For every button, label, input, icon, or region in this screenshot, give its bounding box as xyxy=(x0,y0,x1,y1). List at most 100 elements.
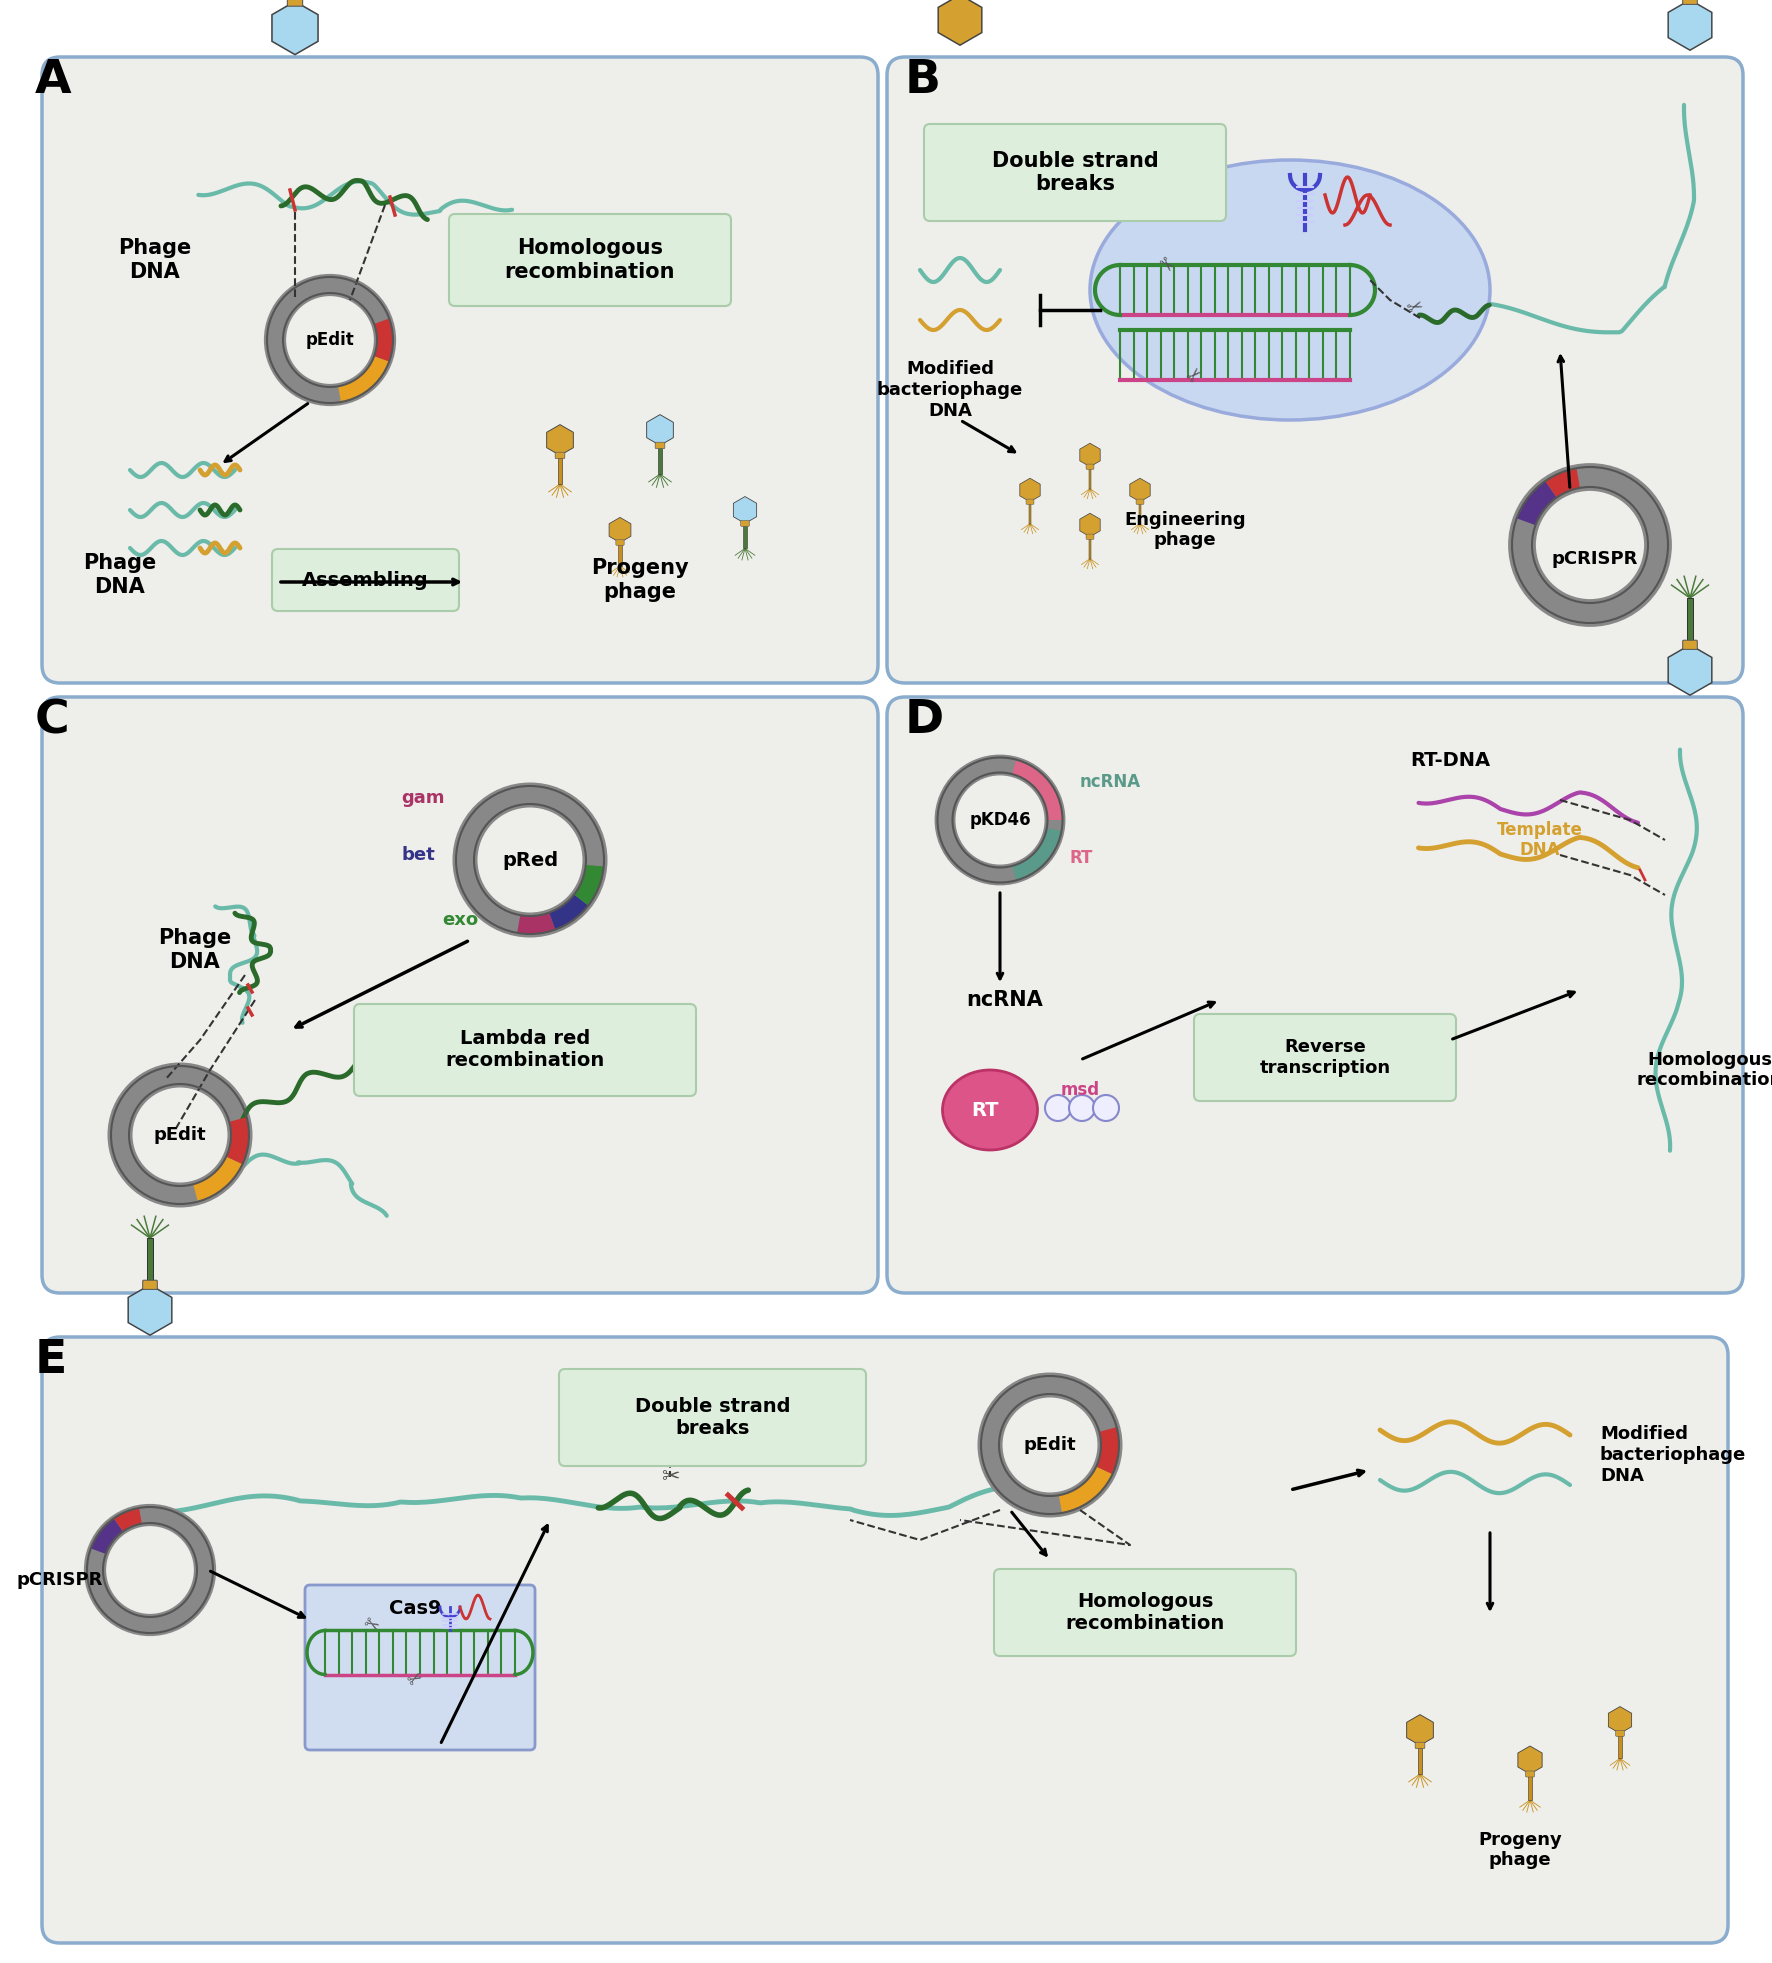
Text: Homologous
recombination: Homologous recombination xyxy=(1637,1050,1772,1089)
Text: ✂: ✂ xyxy=(360,1614,381,1637)
Text: pRed: pRed xyxy=(501,850,558,870)
FancyBboxPatch shape xyxy=(994,1568,1295,1657)
Text: ✂: ✂ xyxy=(1182,363,1207,387)
Text: pCRISPR: pCRISPR xyxy=(16,1570,103,1588)
Text: Phage
DNA: Phage DNA xyxy=(83,554,156,597)
Text: ncRNA: ncRNA xyxy=(1079,773,1141,791)
Polygon shape xyxy=(1687,599,1694,642)
FancyBboxPatch shape xyxy=(144,1280,158,1290)
Text: Double strand
breaks: Double strand breaks xyxy=(992,151,1159,194)
Polygon shape xyxy=(1609,1706,1632,1733)
Polygon shape xyxy=(734,497,757,524)
Text: Double strand
breaks: Double strand breaks xyxy=(634,1398,790,1439)
Text: pEdit: pEdit xyxy=(305,332,354,349)
FancyBboxPatch shape xyxy=(43,697,877,1294)
Text: ncRNA: ncRNA xyxy=(966,989,1044,1011)
Text: RT: RT xyxy=(1070,850,1093,868)
FancyBboxPatch shape xyxy=(287,0,303,6)
Text: RT: RT xyxy=(971,1101,999,1119)
Polygon shape xyxy=(1519,1745,1542,1775)
Text: Modified
bacteriophage
DNA: Modified bacteriophage DNA xyxy=(877,359,1022,420)
Polygon shape xyxy=(1667,644,1712,695)
Polygon shape xyxy=(618,544,622,565)
Text: gam: gam xyxy=(402,789,445,807)
Wedge shape xyxy=(1517,481,1558,526)
FancyBboxPatch shape xyxy=(271,550,459,610)
Wedge shape xyxy=(1012,760,1063,821)
Ellipse shape xyxy=(943,1070,1037,1150)
Wedge shape xyxy=(549,895,588,930)
Polygon shape xyxy=(558,457,562,485)
Polygon shape xyxy=(1079,512,1100,536)
Text: Reverse
transcription: Reverse transcription xyxy=(1260,1038,1391,1078)
FancyBboxPatch shape xyxy=(888,697,1744,1294)
Polygon shape xyxy=(647,414,673,446)
FancyBboxPatch shape xyxy=(1526,1771,1535,1777)
Wedge shape xyxy=(338,355,390,402)
Text: Homologous
recombination: Homologous recombination xyxy=(505,238,675,281)
Text: Lambda red
recombination: Lambda red recombination xyxy=(445,1029,604,1070)
FancyBboxPatch shape xyxy=(923,124,1226,222)
Wedge shape xyxy=(374,318,393,361)
Text: Homologous
recombination: Homologous recombination xyxy=(1065,1592,1224,1633)
Polygon shape xyxy=(147,1239,152,1282)
FancyBboxPatch shape xyxy=(617,540,624,546)
Polygon shape xyxy=(657,448,663,473)
Wedge shape xyxy=(1097,1427,1118,1474)
Wedge shape xyxy=(1060,1466,1113,1513)
Text: ✂: ✂ xyxy=(404,1669,425,1692)
Text: B: B xyxy=(905,59,941,102)
FancyBboxPatch shape xyxy=(741,520,750,526)
Polygon shape xyxy=(1667,0,1712,51)
FancyBboxPatch shape xyxy=(43,57,877,683)
Text: pEdit: pEdit xyxy=(1024,1437,1076,1455)
Polygon shape xyxy=(1088,538,1092,559)
Polygon shape xyxy=(1028,503,1031,524)
Text: Phage
DNA: Phage DNA xyxy=(158,928,232,972)
Polygon shape xyxy=(1418,1747,1421,1775)
FancyBboxPatch shape xyxy=(1026,499,1033,504)
Text: D: D xyxy=(905,699,944,744)
Text: bet: bet xyxy=(400,846,434,864)
Text: pCRISPR: pCRISPR xyxy=(1552,550,1637,567)
Text: Template
DNA: Template DNA xyxy=(1497,821,1582,860)
Text: E: E xyxy=(35,1339,67,1384)
Wedge shape xyxy=(90,1519,122,1555)
FancyBboxPatch shape xyxy=(43,1337,1728,1943)
Text: RT-DNA: RT-DNA xyxy=(1411,750,1490,769)
Polygon shape xyxy=(937,0,982,45)
Polygon shape xyxy=(128,1286,172,1335)
Ellipse shape xyxy=(1090,161,1490,420)
FancyBboxPatch shape xyxy=(656,442,664,450)
Text: Assembling: Assembling xyxy=(303,571,429,589)
Text: Progeny
phage: Progeny phage xyxy=(1478,1831,1561,1869)
Polygon shape xyxy=(1139,503,1141,524)
Circle shape xyxy=(1045,1095,1070,1121)
Text: C: C xyxy=(35,699,69,744)
Wedge shape xyxy=(227,1117,250,1164)
Wedge shape xyxy=(113,1508,142,1531)
Polygon shape xyxy=(271,2,317,55)
FancyBboxPatch shape xyxy=(1194,1015,1457,1101)
Text: A: A xyxy=(35,59,71,102)
Text: ✂: ✂ xyxy=(661,1466,679,1488)
FancyBboxPatch shape xyxy=(354,1003,696,1095)
Circle shape xyxy=(1069,1095,1095,1121)
Polygon shape xyxy=(1407,1714,1434,1745)
FancyBboxPatch shape xyxy=(555,451,565,459)
FancyBboxPatch shape xyxy=(1086,534,1093,540)
FancyBboxPatch shape xyxy=(558,1368,867,1466)
Polygon shape xyxy=(610,518,631,542)
FancyBboxPatch shape xyxy=(305,1584,535,1749)
FancyBboxPatch shape xyxy=(1416,1743,1425,1749)
FancyBboxPatch shape xyxy=(1683,0,1698,4)
Polygon shape xyxy=(1021,479,1040,503)
Text: ✂: ✂ xyxy=(1403,296,1426,320)
Polygon shape xyxy=(742,526,746,548)
Wedge shape xyxy=(1012,828,1061,879)
Wedge shape xyxy=(1545,469,1581,497)
Polygon shape xyxy=(1088,469,1092,489)
Text: msd: msd xyxy=(1060,1082,1100,1099)
Wedge shape xyxy=(574,866,604,905)
Text: Progeny
phage: Progeny phage xyxy=(592,557,689,601)
